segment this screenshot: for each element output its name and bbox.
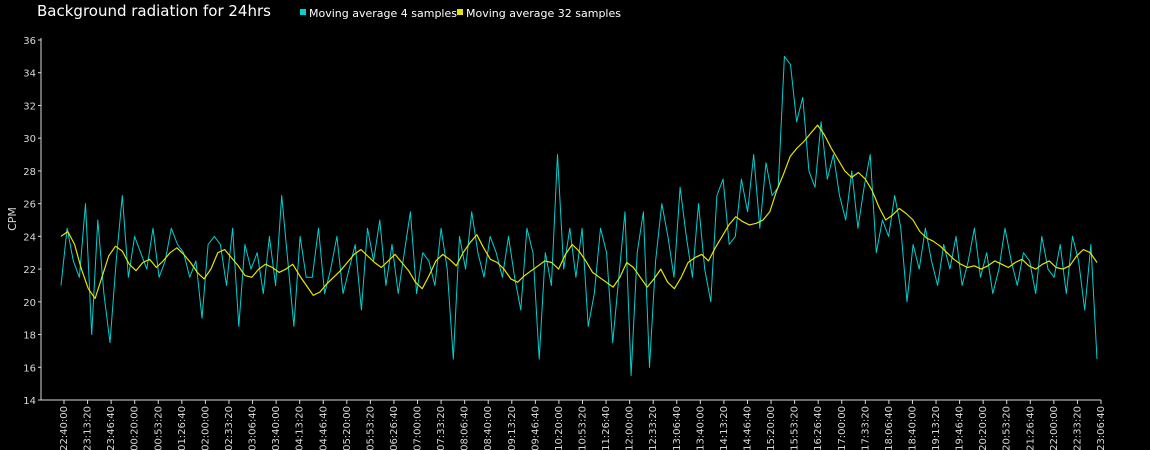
x-tick-label: 18:40:00 <box>907 406 918 450</box>
x-tick-label: 17:00:00 <box>837 406 848 450</box>
y-tick-label: 30 <box>23 134 36 145</box>
y-tick-label: 26 <box>23 200 36 211</box>
x-ticks: 22:40:00 23:13:20 23:46:40 00:20:00 00:53:20… <box>59 400 1107 450</box>
x-tick-label: 00:20:00 <box>130 406 141 450</box>
x-tick-label: 06:26:40 <box>389 406 400 450</box>
y-tick-label: 18 <box>23 331 36 342</box>
x-tick-label: 13:40:00 <box>695 406 706 450</box>
x-tick-label: 04:46:40 <box>318 406 329 450</box>
x-tick-label: 03:06:40 <box>248 406 259 450</box>
y-tick-label: 28 <box>23 167 36 178</box>
x-tick-label: 14:46:40 <box>742 406 753 450</box>
y-tick-label: 32 <box>23 101 36 112</box>
y-tick-label: 14 <box>23 396 36 407</box>
x-tick-label: 02:33:20 <box>224 406 235 450</box>
x-tick-label: 13:06:40 <box>672 406 683 450</box>
x-tick-label: 23:46:40 <box>106 406 117 450</box>
x-tick-label: 08:40:00 <box>483 406 494 450</box>
series-line-32-samples <box>60 124 1098 300</box>
x-tick-label: 10:20:00 <box>554 406 565 450</box>
legend-label-4-samples: Moving average 4 samples <box>309 7 457 20</box>
x-tick-label: 19:13:20 <box>931 406 942 450</box>
x-tick-label: 19:46:40 <box>955 406 966 450</box>
x-tick-label: 23:06:40 <box>1096 406 1107 450</box>
x-tick-label: 04:13:20 <box>295 406 306 450</box>
x-tick-label: 21:26:40 <box>1025 406 1036 450</box>
x-tick-label: 03:40:00 <box>271 406 282 450</box>
x-tick-label: 18:06:40 <box>884 406 895 450</box>
x-tick-label: 07:00:00 <box>413 406 424 450</box>
y-tick-label: 36 <box>23 36 36 47</box>
x-tick-label: 05:53:20 <box>365 406 376 450</box>
x-tick-label: 15:20:00 <box>766 406 777 450</box>
x-tick-label: 16:26:40 <box>813 406 824 450</box>
x-tick-label: 22:00:00 <box>1049 406 1060 450</box>
x-tick-label: 09:13:20 <box>507 406 518 450</box>
x-tick-label: 00:53:20 <box>153 406 164 450</box>
y-tick-label: 22 <box>23 265 36 276</box>
x-tick-label: 12:00:00 <box>625 406 636 450</box>
x-tick-label: 10:53:20 <box>578 406 589 450</box>
x-tick-label: 20:53:20 <box>1002 406 1013 450</box>
chart-title: Background radiation for 24hrs <box>37 2 271 20</box>
y-tick-label: 16 <box>23 363 36 374</box>
x-tick-label: 08:06:40 <box>460 406 471 450</box>
x-tick-label: 07:33:20 <box>436 406 447 450</box>
series-line-4-samples <box>60 55 1098 376</box>
x-tick-label: 15:53:20 <box>790 406 801 450</box>
y-tick-label: 24 <box>23 232 36 243</box>
x-tick-label: 22:40:00 <box>59 406 70 450</box>
x-tick-label: 01:26:40 <box>177 406 188 450</box>
x-tick-label: 22:33:20 <box>1072 406 1083 450</box>
y-ticks: 14 16 18 20 22 24 26 28 30 32 34 36 <box>23 36 41 407</box>
series-lines <box>60 55 1098 376</box>
y-tick-label: 34 <box>23 69 36 80</box>
x-tick-label: 17:33:20 <box>860 406 871 450</box>
y-tick-label: 20 <box>23 298 36 309</box>
x-tick-label: 12:33:20 <box>648 406 659 450</box>
y-axis-label: CPM <box>6 207 19 231</box>
legend-swatch-4-samples <box>300 9 306 15</box>
x-tick-label: 02:00:00 <box>200 406 211 450</box>
legend-swatch-32-samples <box>457 9 463 15</box>
legend: Moving average 4 samples Moving average … <box>300 7 621 20</box>
x-tick-label: 20:20:00 <box>978 406 989 450</box>
x-tick-label: 23:13:20 <box>83 406 94 450</box>
legend-label-32-samples: Moving average 32 samples <box>466 7 621 20</box>
x-tick-label: 11:26:40 <box>601 406 612 450</box>
x-tick-label: 05:20:00 <box>342 406 353 450</box>
x-tick-label: 14:13:20 <box>719 406 730 450</box>
x-tick-label: 09:46:40 <box>530 406 541 450</box>
